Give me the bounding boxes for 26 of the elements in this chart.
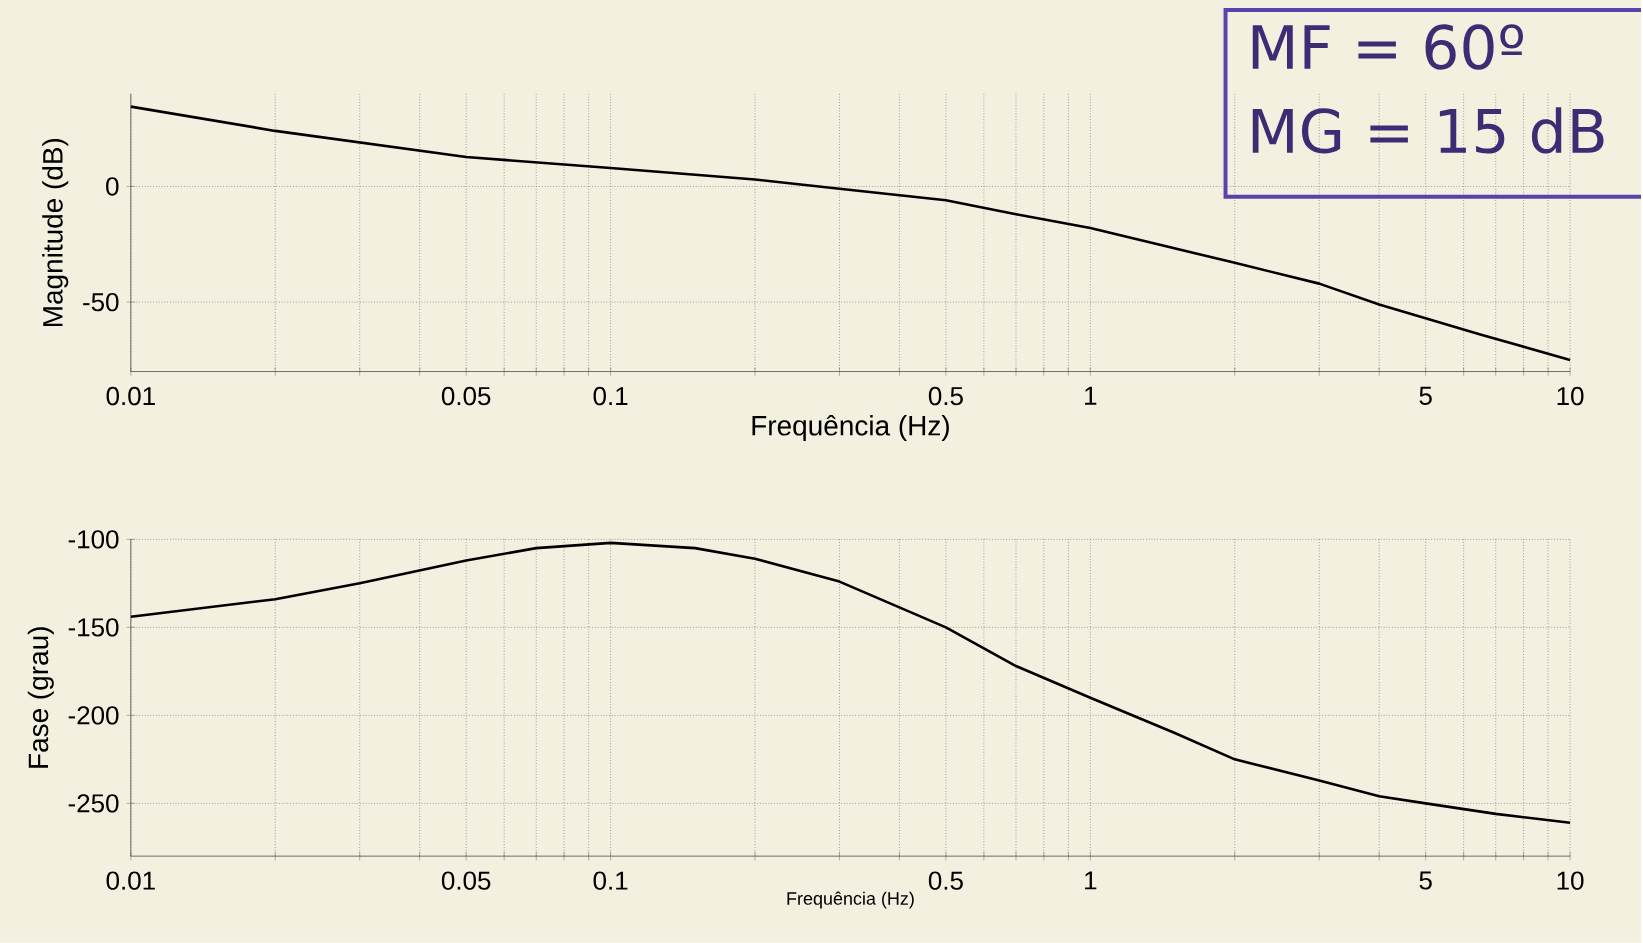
y-tick-label: 0 (106, 177, 119, 196)
text: MF = 60º (1252, 24, 1523, 70)
x-tick-label: 0.01 (106, 386, 155, 406)
y-tick-label: -200 (68, 706, 119, 725)
x-tick-label: 0.1 (593, 386, 628, 406)
x-tick-label: 1 (1085, 386, 1097, 405)
x-tick-label: 0.1 (593, 871, 628, 890)
y-tick-label: -100 (68, 530, 119, 549)
x-tick-label: 10 (1557, 871, 1584, 890)
x-tick-label: 5 (1419, 871, 1432, 890)
x-tick-label: 0.5 (928, 386, 963, 406)
y-axis-title: Magnitude (dB) (42, 138, 69, 327)
x-tick-label: 0.01 (106, 871, 155, 890)
x-tick-label: 0.05 (441, 386, 491, 406)
x-tick-label: 10 (1557, 386, 1584, 406)
x-axis-title: Frequência (Hz) (752, 415, 949, 442)
y-tick-label: -250 (68, 794, 119, 813)
x-tick-label: 5 (1419, 386, 1432, 406)
x-tick-label: 0.5 (928, 871, 963, 890)
y-axis-title: Fase (grau) (27, 627, 54, 768)
x-axis-title: Frequência (Hz) (787, 891, 914, 909)
y-tick-label: -50 (83, 293, 119, 312)
x-tick-label: 1 (1085, 871, 1097, 890)
annotation: MG = 15 dB (1252, 107, 1604, 154)
y-tick-label: -150 (68, 618, 119, 637)
x-tick-label: 0.05 (441, 871, 491, 890)
